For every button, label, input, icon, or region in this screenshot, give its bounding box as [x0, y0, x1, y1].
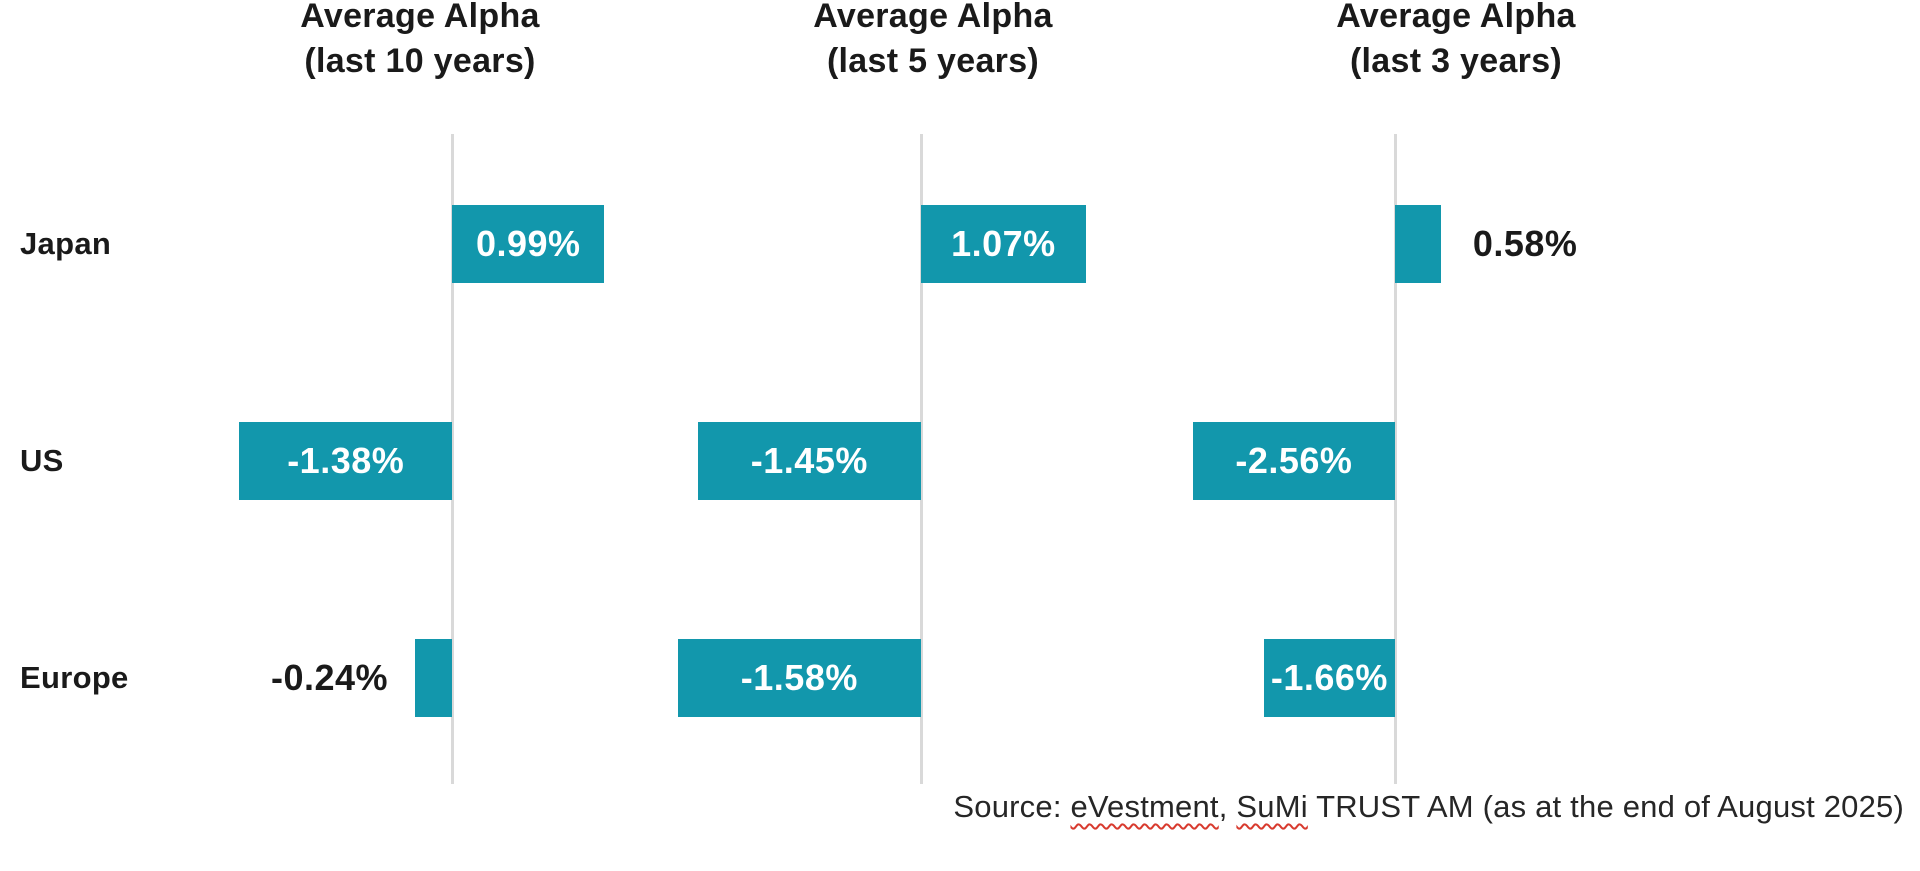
row-label-europe: Europe: [20, 660, 129, 695]
chart-title-last-3-years: Average Alpha (last 3 years): [1196, 0, 1716, 84]
bar-value-label: 0.99%: [475, 223, 581, 264]
bar-value-label: 1.07%: [951, 223, 1056, 264]
chart-subtitle-line2: (last 5 years): [826, 42, 1040, 80]
bar-value-label: -2.56%: [1235, 440, 1353, 481]
bar-value-label: -0.24%: [270, 657, 389, 698]
bar-value-label: -1.38%: [287, 440, 405, 481]
bar-us-last-3-years: -2.56%: [1192, 422, 1395, 500]
bar-us-last-10-years: -1.38%: [239, 422, 452, 500]
source-prefix: Source:: [953, 789, 1071, 824]
chart-title-last-5-years: Average Alpha (last 5 years): [673, 0, 1193, 84]
row-label-us: US: [20, 443, 64, 478]
bar-europe-last-10-years: [415, 639, 452, 717]
source-note: Source: eVestment, SuMi TRUST AM (as at …: [953, 789, 1904, 825]
bar-value-label: 0.58%: [1472, 223, 1578, 264]
chart-subtitle-line2: (last 10 years): [304, 42, 536, 80]
zero-axis-line-last-10-years: [450, 134, 454, 784]
bar-us-last-5-years: -1.45%: [697, 422, 921, 500]
zero-axis-line-last-3-years: [1393, 134, 1397, 784]
bar-europe-last-5-years: -1.58%: [677, 639, 921, 717]
bar-value-label: -1.45%: [750, 440, 868, 481]
bar-japan-last-10-years: 0.99%: [452, 205, 605, 283]
bar-japan-last-3-years: [1395, 205, 1441, 283]
chart-subtitle-line2: (last 3 years): [1349, 42, 1563, 80]
source-sumi: SuMi: [1236, 789, 1308, 824]
chart-title-line1: Average Alpha: [1336, 0, 1576, 35]
source-separator: ,: [1218, 789, 1237, 824]
bar-value-label: -1.58%: [740, 657, 858, 698]
chart-title-last-10-years: Average Alpha (last 10 years): [160, 0, 680, 84]
row-label-japan: Japan: [20, 226, 112, 261]
bar-value-label: -1.66%: [1270, 657, 1388, 698]
chart-title-line1: Average Alpha: [300, 0, 540, 35]
bar-japan-last-5-years: 1.07%: [921, 205, 1086, 283]
source-evestment: eVestment: [1070, 789, 1219, 824]
chart-title-line1: Average Alpha: [813, 0, 1053, 35]
zero-axis-line-last-5-years: [919, 134, 923, 784]
source-suffix: TRUST AM (as at the end of August 2025): [1307, 789, 1904, 824]
bar-europe-last-3-years: -1.66%: [1263, 639, 1395, 717]
